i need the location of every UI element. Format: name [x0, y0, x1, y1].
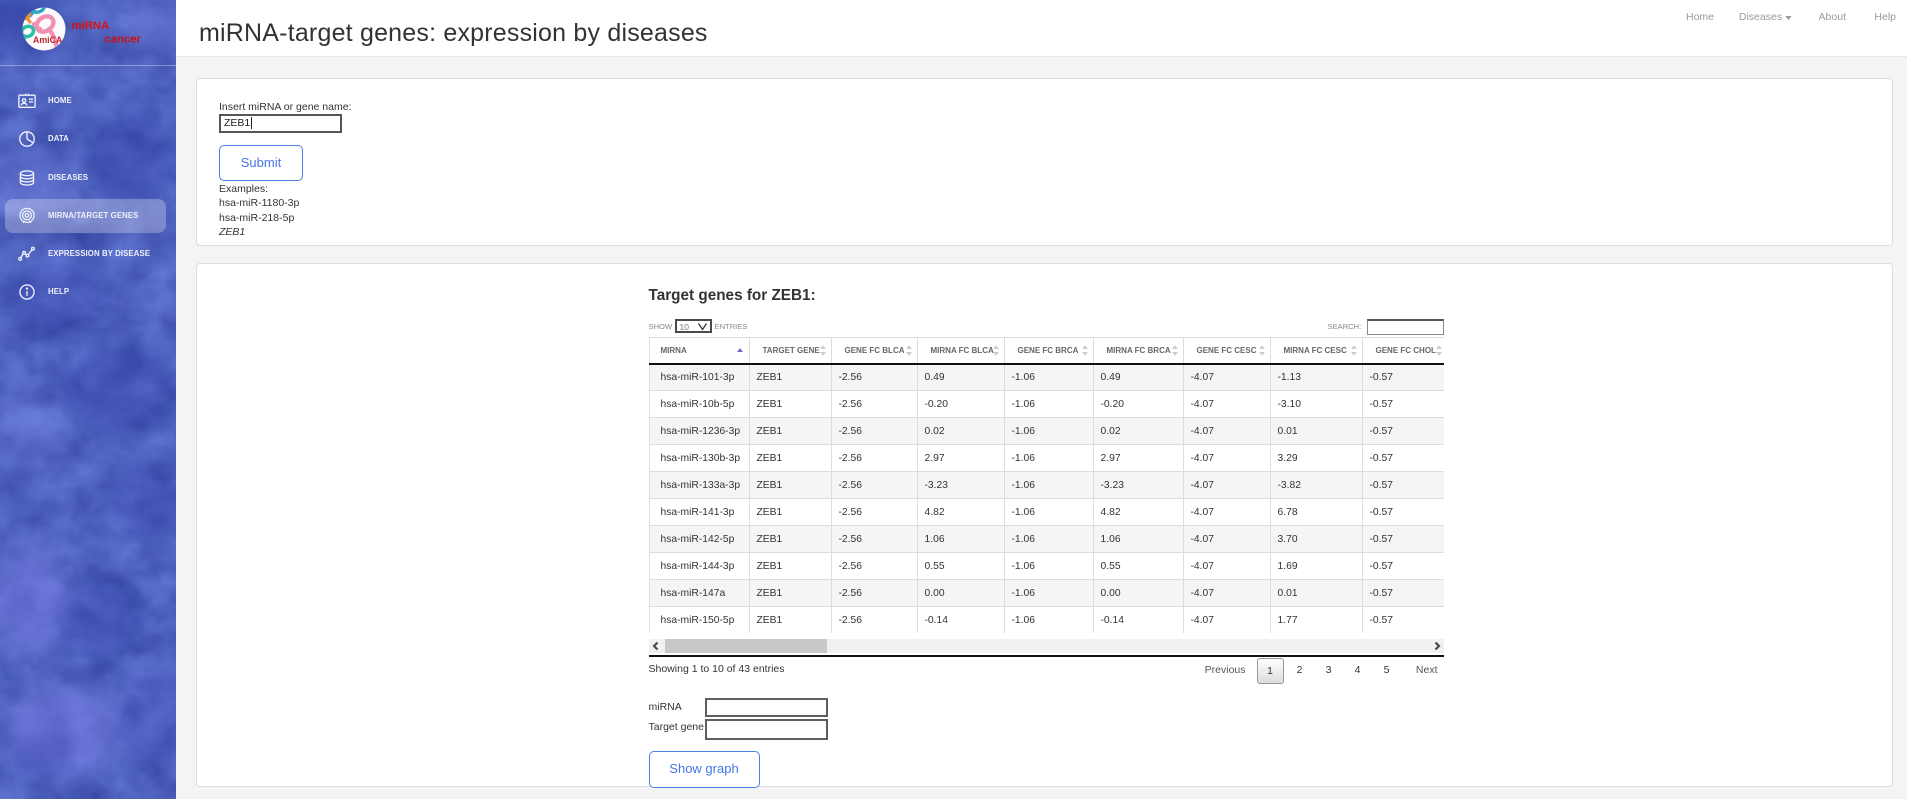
svg-text:AmiCA: AmiCA [33, 35, 63, 45]
svg-text:cancer: cancer [105, 34, 142, 46]
svg-text:miRNA: miRNA [72, 20, 110, 32]
